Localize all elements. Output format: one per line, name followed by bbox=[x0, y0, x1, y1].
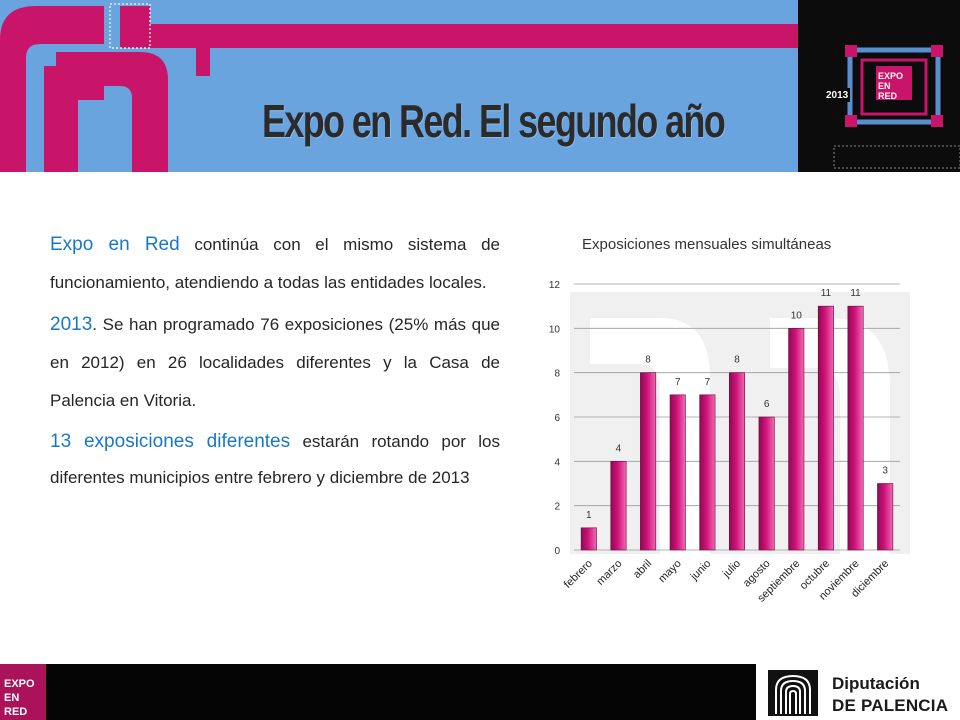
data-label: 8 bbox=[734, 355, 740, 366]
footer-logo-icon bbox=[0, 664, 46, 720]
bar-noviembre bbox=[847, 305, 864, 551]
x-tick-label: junio bbox=[688, 558, 714, 584]
paragraph-1: Expo en Red continúa con el mismo sistem… bbox=[50, 226, 500, 302]
data-label: 7 bbox=[705, 377, 711, 388]
expo-en-red-logo-icon bbox=[822, 45, 943, 127]
logo-text: EXPO EN RED bbox=[878, 71, 904, 101]
body-text: Expo en Red continúa con el mismo sistem… bbox=[50, 226, 500, 500]
chart-title: Exposiciones mensuales simultáneas bbox=[582, 236, 832, 253]
bar-mayo bbox=[669, 394, 686, 551]
paragraph-2-highlight: 2013 bbox=[50, 314, 93, 335]
footer-logo-text: EXPO EN RED bbox=[4, 678, 35, 718]
bar-junio bbox=[699, 394, 716, 551]
page-title: Expo en Red. El segundo año bbox=[262, 95, 726, 147]
bar-abril bbox=[640, 372, 657, 551]
bar-agosto bbox=[758, 416, 775, 551]
paragraph-3-text: estarán rotando por los diferentes munic… bbox=[50, 432, 500, 487]
x-tick-label: mayo bbox=[656, 558, 684, 586]
arch-emblem-icon bbox=[768, 670, 818, 716]
header-banner: Expo en Red. El segundo año 2013 EXPO EN… bbox=[0, 0, 960, 172]
y-tick-label: 0 bbox=[554, 546, 560, 557]
y-tick-label: 2 bbox=[554, 502, 560, 513]
chart-plot: 0 2 4 6 8 10 12 1 febrero 4 marzo 8 abril 7 mayo 7 junio… bbox=[549, 280, 910, 605]
data-label: 1 bbox=[586, 510, 592, 521]
bar-febrero bbox=[580, 527, 597, 551]
paragraph-1-text: continúa con el mismo sistema de funcion… bbox=[50, 235, 500, 292]
bar-diciembre bbox=[877, 483, 894, 551]
data-label: 11 bbox=[850, 288, 861, 299]
organization-name: Diputación DE PALENCIA bbox=[832, 674, 949, 715]
paragraph-2-text: . Se han programado 76 exposiciones (25%… bbox=[50, 315, 500, 410]
x-tick-label: abril bbox=[631, 558, 654, 581]
data-label: 6 bbox=[764, 399, 770, 410]
footer: EXPO EN RED Diputación DE PALENCIA bbox=[0, 664, 960, 720]
header-graphic bbox=[0, 0, 960, 172]
y-tick-label: 4 bbox=[554, 457, 560, 468]
x-tick-label: marzo bbox=[594, 558, 624, 588]
paragraph-3: 13 exposiciones diferentes estarán rotan… bbox=[50, 424, 500, 496]
paragraph-3-highlight: 13 exposiciones diferentes bbox=[50, 431, 291, 452]
bar-septiembre bbox=[788, 328, 805, 551]
bar-marzo bbox=[610, 461, 627, 551]
data-label: 4 bbox=[616, 443, 622, 454]
paragraph-2: 2013. Se han programado 76 exposiciones … bbox=[50, 306, 500, 420]
paragraph-1-highlight: Expo en Red bbox=[50, 234, 180, 255]
bar-octubre bbox=[817, 305, 834, 551]
y-tick-label: 12 bbox=[549, 280, 561, 291]
data-label: 11 bbox=[821, 288, 832, 299]
y-tick-label: 6 bbox=[554, 413, 560, 424]
diputacion-logo: Diputación DE PALENCIA bbox=[756, 664, 960, 720]
data-label: 3 bbox=[882, 466, 888, 477]
x-tick-label: julio bbox=[720, 558, 743, 581]
logo-year: 2013 bbox=[826, 90, 849, 101]
bar-chart: Exposiciones mensuales simultáneas 0 2 4 6 8… bbox=[530, 228, 930, 628]
data-label: 7 bbox=[675, 377, 681, 388]
x-tick-label: febrero bbox=[562, 558, 595, 591]
data-label: 10 bbox=[791, 310, 803, 321]
bar-julio bbox=[728, 372, 746, 551]
data-label: 8 bbox=[645, 355, 651, 366]
y-tick-label: 10 bbox=[549, 324, 561, 335]
y-tick-label: 8 bbox=[554, 369, 560, 380]
